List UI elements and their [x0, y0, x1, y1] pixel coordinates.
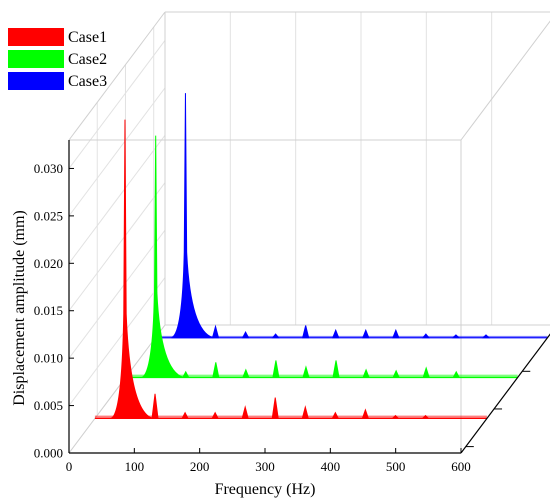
y-tick-label: 0.005: [34, 398, 63, 413]
peak-mark: [362, 328, 370, 339]
series-case1: [94, 119, 487, 420]
peak-mark: [242, 368, 250, 378]
grid-line: [68, 87, 166, 217]
grid-line: [68, 277, 166, 406]
y-tick-label: 0.025: [34, 208, 63, 223]
box-edge: [460, 20, 550, 141]
peak-mark: [421, 414, 430, 419]
peak-mark: [271, 333, 280, 339]
depth-axis-line: [460, 333, 550, 454]
peak-mark: [302, 325, 310, 339]
grid-line: [68, 229, 166, 359]
peak-mark: [391, 414, 400, 419]
series-noise-band: [155, 335, 548, 338]
x-axis-title: Frequency (Hz): [215, 481, 316, 498]
grid-line: [68, 182, 166, 312]
x-tick-label: 200: [190, 459, 210, 474]
series-noise-band: [94, 415, 487, 419]
y-axis-title: Displacement amplitude (mm): [11, 210, 28, 406]
peak-mark: [452, 370, 461, 378]
peak-mark: [272, 360, 280, 378]
box-edge: [68, 324, 166, 454]
peak-mark: [332, 360, 340, 378]
x-tick-label: 0: [66, 459, 73, 474]
peak-mark: [331, 328, 340, 339]
legend-swatch: [8, 50, 64, 68]
grid-line: [68, 40, 166, 169]
peak-mark: [451, 334, 461, 339]
peak-mark: [361, 408, 370, 419]
axes: 0.000 0.005 0.010 0.015 0.020 0.025 0.030 0 100 2…: [34, 140, 550, 474]
peak-mark: [181, 411, 189, 419]
peak-mark: [141, 135, 184, 378]
peak-mark: [212, 362, 220, 378]
x-tick-label: 100: [125, 459, 145, 474]
y-tick-label: 0.010: [34, 351, 63, 366]
peak-mark: [392, 328, 400, 339]
peak-mark: [211, 324, 220, 339]
series-noise-band: [125, 374, 518, 378]
legend-swatch: [8, 28, 64, 46]
x-tick-label: 300: [255, 459, 275, 474]
legend-label: Case1: [68, 29, 107, 46]
peak-mark: [241, 405, 249, 419]
peak-mark: [271, 397, 279, 419]
x-tick-label: 400: [321, 459, 341, 474]
peak-mark: [331, 411, 340, 419]
peak-mark: [110, 119, 154, 419]
legend-swatch: [8, 72, 64, 90]
legend-label: Case2: [68, 51, 107, 68]
y-tick-label: 0.030: [34, 161, 63, 176]
peak-mark: [481, 334, 491, 339]
peak-mark: [362, 368, 370, 378]
legend-label: Case3: [68, 73, 107, 90]
legend: Case1 Case2 Case3: [8, 28, 107, 90]
peak-mark: [181, 370, 190, 378]
peak-mark: [422, 366, 430, 378]
peak-mark: [392, 369, 400, 378]
plot-box: [68, 11, 550, 454]
series-case2: [125, 135, 518, 379]
series-case3: [155, 93, 548, 339]
peak-mark: [211, 411, 219, 419]
grid-line: [68, 135, 166, 264]
peak-mark: [301, 405, 309, 419]
peak-mark: [171, 93, 214, 339]
box-edge: [68, 11, 166, 141]
x-tick-label: 500: [386, 459, 406, 474]
y-tick-label: 0.015: [34, 303, 63, 318]
peak-mark: [151, 393, 159, 419]
back-grid: [68, 12, 493, 454]
y-tick-label: 0.000: [34, 446, 63, 461]
peak-mark: [421, 333, 430, 339]
x-tick-label: 600: [451, 459, 471, 474]
peak-mark: [241, 331, 250, 339]
series-layer: [94, 93, 548, 420]
y-tick-label: 0.020: [34, 256, 63, 271]
peak-mark: [302, 365, 310, 378]
